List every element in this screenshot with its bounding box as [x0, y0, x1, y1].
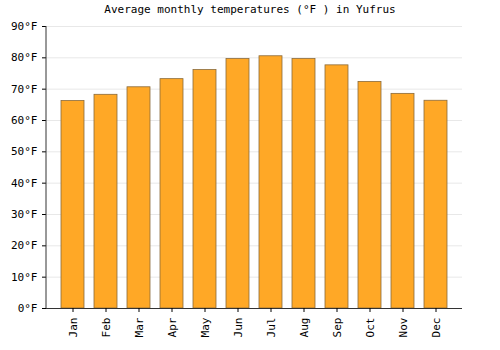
svg-text:40°F: 40°F	[11, 177, 38, 190]
svg-text:May: May	[199, 317, 212, 337]
svg-text:60°F: 60°F	[11, 114, 38, 127]
svg-text:30°F: 30°F	[11, 208, 38, 221]
svg-text:0°F: 0°F	[18, 302, 38, 315]
svg-text:Jun: Jun	[232, 318, 245, 338]
svg-text:50°F: 50°F	[11, 145, 38, 158]
svg-text:Aug: Aug	[298, 318, 311, 338]
html-text:Average monthly temperatures (: Average monthly temperatures (°F ) in Yu…	[104, 3, 396, 16]
svg-text:70°F: 70°F	[11, 83, 38, 96]
svg-text:Jul: Jul	[265, 318, 278, 338]
svg-text:Oct: Oct	[364, 318, 377, 338]
svg-text:80°F: 80°F	[11, 51, 38, 64]
svg-text:Nov: Nov	[397, 317, 410, 337]
svg-text:20°F: 20°F	[11, 239, 38, 252]
svg-text:10°F: 10°F	[11, 271, 38, 284]
svg-text:Dec: Dec	[430, 318, 443, 338]
svg-text:Mar: Mar	[133, 317, 146, 337]
svg-text:Jan: Jan	[67, 318, 80, 338]
svg-text:Apr: Apr	[166, 317, 179, 337]
svg-text:90°F: 90°F	[11, 20, 38, 33]
svg-text:Sep: Sep	[331, 318, 344, 338]
svg-text:Feb: Feb	[100, 318, 113, 338]
